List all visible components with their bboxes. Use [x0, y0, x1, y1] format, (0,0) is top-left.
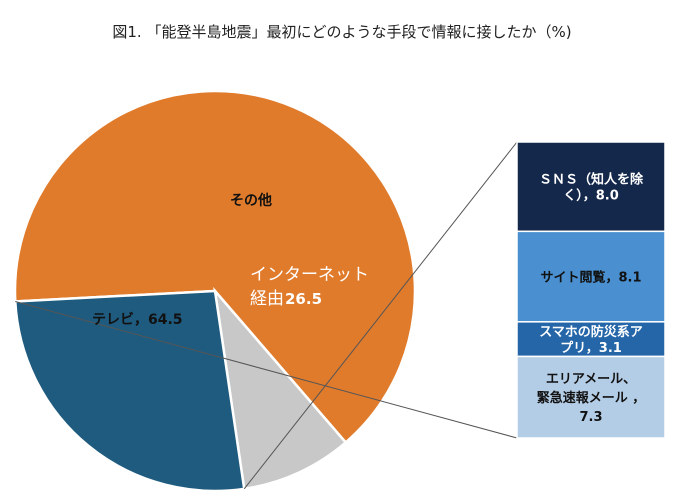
bar-segment-sns — [516, 141, 666, 233]
bar-segment-label: プリ，3.1 — [560, 341, 622, 356]
slice-tv — [13, 89, 417, 445]
bar-segment-label: く），8.0 — [563, 188, 619, 204]
bar-segment-label: 7.3 — [579, 410, 602, 425]
connector-line-bottom — [15, 300, 518, 439]
bar-segment-label: 緊急速報メール ， — [537, 390, 646, 406]
pie — [13, 89, 417, 493]
connectors — [15, 141, 518, 490]
slice-label-other: その他 — [230, 192, 272, 209]
bar-segment-label: サイト閲覧，8.1 — [540, 270, 641, 286]
slice-label-internet-value: 26.5 — [285, 290, 322, 308]
slice-other — [213, 286, 348, 491]
connector-line-top — [243, 141, 518, 490]
slice-label-internet-line2: 経由 — [250, 289, 284, 309]
chart-title: 図1. 「能登半島地震」最初にどのような手段で情報に接したか（%) — [112, 23, 571, 41]
bar-segment-area-mail — [516, 355, 666, 439]
slice-label-internet-line1: インターネット — [250, 265, 369, 285]
bar-segment-label: スマホの防災系ア — [539, 324, 643, 340]
slice-label-tv: テレビ，64.5 — [92, 312, 183, 328]
slice-internet — [13, 289, 246, 493]
bar-segment-label: ＳＮＳ（知人を除 — [539, 172, 644, 188]
bar-segment-label: エリアメール、 — [546, 372, 636, 387]
